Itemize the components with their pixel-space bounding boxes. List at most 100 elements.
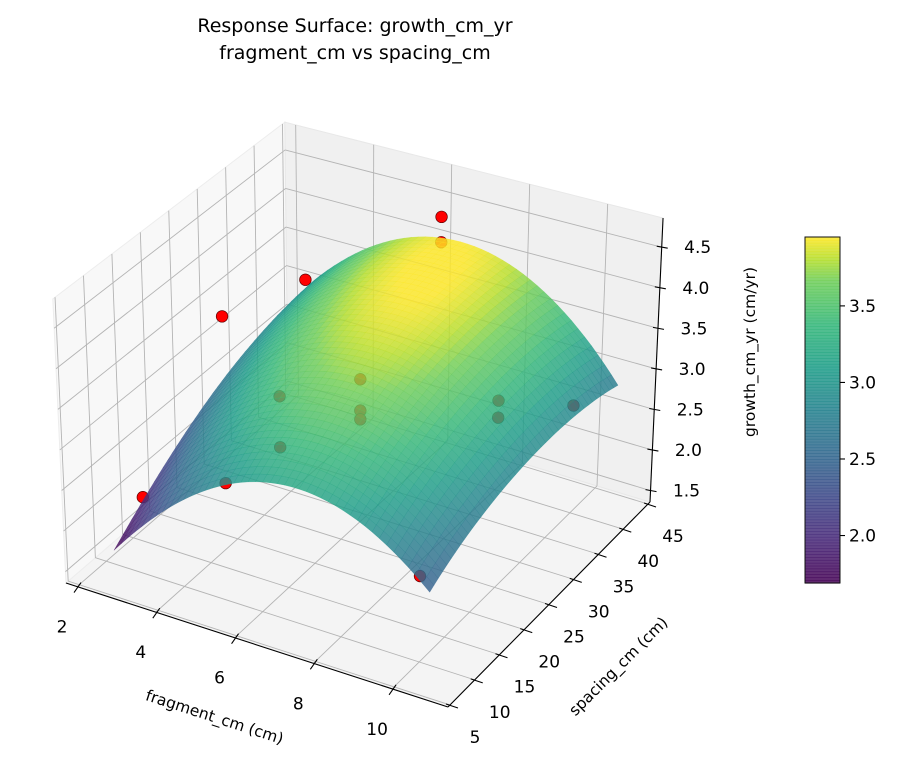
colorbar-segment (805, 554, 840, 558)
y-tick-mark (619, 527, 632, 533)
colorbar-segment (805, 464, 840, 469)
colorbar-segment (805, 502, 840, 506)
colorbar-segment (805, 335, 840, 339)
left-wall-gridline-y (139, 232, 151, 511)
colorbar-segment (805, 265, 840, 270)
colorbar-segment (805, 482, 840, 486)
colorbar-segment (805, 401, 840, 405)
colorbar-segment (805, 251, 840, 255)
data-point (299, 273, 312, 286)
z-tick-label: 3.5 (680, 319, 707, 339)
left-wall-gridline-z (59, 265, 287, 451)
colorbar-segment (805, 479, 840, 483)
colorbar-segment (805, 392, 840, 397)
colorbar-segment (805, 395, 840, 400)
y-tick-label: 40 (637, 552, 659, 572)
colorbar-segment (805, 386, 840, 391)
colorbar-segment (805, 505, 840, 509)
x-axis-label: fragment_cm (cm) (143, 686, 286, 748)
x-tick-label: 4 (135, 643, 146, 663)
colorbar-segment (805, 484, 840, 489)
z-tick-label: 3.0 (679, 360, 706, 380)
floor-gridline-y (68, 580, 451, 706)
colorbar-segment (805, 260, 840, 264)
colorbar-segment (805, 456, 840, 460)
y-tick-label: 10 (489, 703, 511, 723)
y-tick-mark (520, 628, 533, 634)
colorbar-segment (805, 513, 840, 518)
colorbar-segment (805, 271, 840, 276)
z-tick-label: 4.5 (684, 238, 711, 258)
colorbar-segment (805, 239, 840, 244)
colorbar-segment (805, 343, 840, 348)
colorbar-segment (805, 242, 840, 247)
colorbar-frame (804, 236, 841, 584)
colorbar-segment (805, 248, 840, 253)
colorbar-segment (805, 280, 840, 284)
colorbar-segment (805, 288, 840, 293)
back-wall-gridline-z (285, 188, 660, 289)
colorbar-tick-label: 2.0 (849, 527, 876, 547)
colorbar-tick-label: 3.0 (849, 373, 876, 393)
colorbar-segment (805, 358, 840, 362)
colorbar-segment (805, 568, 840, 573)
colorbar-segment (805, 412, 840, 417)
colorbar-segment (805, 551, 840, 555)
colorbar-segment (805, 283, 840, 287)
floor-gridline-y (95, 557, 475, 681)
colorbar-segment (805, 542, 840, 547)
colorbar-segment (805, 375, 840, 379)
floor-gridline-y (122, 533, 500, 656)
colorbar-segment (805, 559, 840, 564)
x-tick-mark (388, 684, 397, 696)
z-tick-label: 4.0 (682, 279, 709, 299)
colorbar-segment (805, 404, 840, 408)
colorbar-segment (805, 577, 840, 581)
x-tick-mark (152, 607, 161, 619)
colorbar-segment (805, 323, 840, 327)
floor-gridline-y (149, 510, 525, 631)
y-tick-mark (594, 552, 607, 558)
colorbar-segment (805, 453, 840, 457)
colorbar-segment (805, 407, 840, 411)
data-point (435, 210, 448, 224)
y-tick-label: 15 (514, 678, 536, 698)
y-tick-label: 5 (470, 728, 481, 748)
colorbar-segment (805, 533, 840, 538)
colorbar-segment (805, 297, 840, 302)
chart-title-line-2: fragment_cm vs spacing_cm (219, 42, 490, 64)
colorbar-segment (805, 352, 840, 356)
colorbar-segment (805, 493, 840, 498)
colorbar-segment (805, 490, 840, 495)
colorbar-segment (805, 268, 840, 273)
z-tick-mark (651, 367, 663, 371)
axes-lines (65, 217, 668, 709)
colorbar-segment (805, 574, 840, 578)
colorbar-segment (805, 369, 840, 374)
colorbar-segment (805, 424, 840, 428)
left-wall-gridline-z (53, 149, 286, 329)
colorbar-segment (805, 545, 840, 549)
colorbar-segment (805, 337, 840, 342)
y-tick-label: 35 (613, 577, 635, 597)
colorbar-tick-label: 3.5 (849, 297, 876, 317)
colorbar-segment (805, 539, 840, 544)
colorbar-segment (805, 398, 840, 402)
colorbar-segment (805, 441, 840, 446)
colorbar-segment (805, 274, 840, 278)
left-wall-gridline-y (168, 210, 178, 488)
colorbar-segment (805, 473, 840, 477)
colorbar-segment (805, 332, 840, 336)
colorbar-segment (805, 329, 840, 333)
colorbar-segment (805, 435, 840, 440)
colorbar-segment (805, 528, 840, 532)
colorbar-segment (805, 447, 840, 451)
colorbar: 2.0 2.5 3.0 3.5 (804, 236, 876, 584)
y-tick-mark (495, 653, 508, 659)
colorbar-segment (805, 340, 840, 345)
colorbar-segment (805, 531, 840, 535)
colorbar-segment (805, 519, 840, 524)
colorbar-segment (805, 516, 840, 521)
colorbar-segment (805, 438, 840, 443)
